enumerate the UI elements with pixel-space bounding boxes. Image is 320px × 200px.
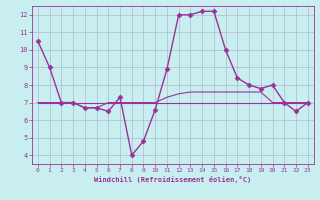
X-axis label: Windchill (Refroidissement éolien,°C): Windchill (Refroidissement éolien,°C) bbox=[94, 176, 252, 183]
